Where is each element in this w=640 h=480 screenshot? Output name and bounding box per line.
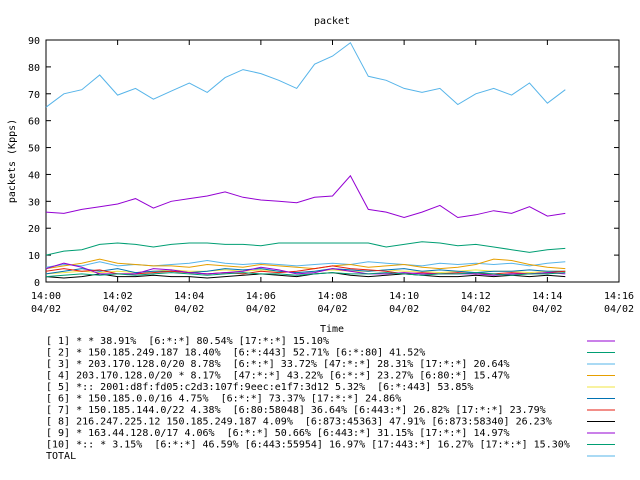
legend-entry: [ 1] * * 38.91% [6:*:*] 80.54% [17:*:*] … (46, 336, 329, 347)
legend-entry: [ 7] * 150.185.144.0/22 4.38% [6:80:5804… (46, 405, 546, 416)
x-tick-label-time: 14:10 (389, 291, 419, 302)
x-tick-label-time: 14:16 (604, 291, 634, 302)
series-line-8 (45, 272, 566, 279)
legend: [ 1] * * 38.91% [6:*:*] 80.54% [17:*:*] … (46, 336, 615, 462)
x-ticks: 14:00 04/02 14:02 04/02 14:04 04/02 14:06 04/02… (31, 40, 634, 315)
legend-entry: TOTAL (46, 451, 76, 462)
x-tick-label-date: 04/02 (31, 304, 61, 315)
series-line-10 (45, 272, 566, 278)
x-tick-label-time: 14:08 (317, 291, 347, 302)
y-tick-label: 90 (28, 36, 40, 47)
x-tick-label-date: 04/02 (317, 304, 347, 315)
y-tick-label: 60 (28, 117, 40, 128)
legend-entry: [ 4] 203.170.128.0/20 * 8.17% [47:*:*] 4… (46, 371, 510, 382)
legend-entry: [10] *:: * 3.15% [6:*:*] 46.59% [6:443:5… (46, 440, 570, 451)
y-tick-label: 80 (28, 63, 40, 74)
legend-entry: [ 3] * 203.170.128.0/20 8.78% [6:*:*] 33… (46, 359, 510, 370)
legend-entry: [ 2] * 150.185.249.187 18.40% [6:*:443] … (46, 348, 425, 359)
x-tick-label-date: 04/02 (174, 304, 204, 315)
legend-entry: [ 9] * 163.44.128.0/17 4.06% [6:*:*] 50.… (46, 428, 510, 439)
x-tick-label-date: 04/02 (461, 304, 491, 315)
series-line-2 (45, 241, 566, 256)
y-ticks: 0 10 20 30 40 50 60 70 80 90 (28, 36, 619, 289)
series-line-9 (45, 262, 566, 276)
y-axis-label: packets (Kpps) (7, 119, 18, 203)
series-line-4 (45, 258, 566, 270)
x-axis-label: Time (320, 324, 344, 335)
x-tick-label-date: 04/02 (389, 304, 419, 315)
x-tick-label-time: 14:14 (532, 291, 562, 302)
legend-entry: [ 5] *:: 2001:d8f:fd05:c2d3:107f:9eec:e1… (46, 382, 473, 393)
x-tick-label-date: 04/02 (103, 304, 133, 315)
y-tick-label: 40 (28, 170, 40, 181)
series-line-1 (45, 174, 566, 219)
x-tick-label-date: 04/02 (532, 304, 562, 315)
x-tick-label-time: 14:12 (461, 291, 491, 302)
y-tick-label: 10 (28, 251, 40, 262)
x-tick-label-date: 04/02 (246, 304, 276, 315)
legend-entry: [ 6] * 150.185.0.0/16 4.75% [6:*:*] 73.3… (46, 394, 401, 405)
x-tick-label-time: 14:02 (103, 291, 133, 302)
x-tick-label-time: 14:06 (246, 291, 276, 302)
chart-title: packet (314, 16, 350, 27)
y-tick-label: 30 (28, 197, 40, 208)
y-tick-label: 50 (28, 144, 40, 155)
y-tick-label: 20 (28, 224, 40, 235)
x-tick-label-date: 04/02 (604, 304, 634, 315)
x-tick-label-time: 14:00 (31, 291, 61, 302)
series-lines (45, 41, 566, 279)
y-tick-label: 70 (28, 90, 40, 101)
x-tick-label-time: 14:04 (174, 291, 204, 302)
series-line-11 (45, 41, 566, 108)
plot-frame (45, 39, 620, 283)
legend-entry: [ 8] 216.247.225.12 150.185.249.187 4.09… (46, 417, 552, 428)
y-tick-label: 0 (34, 278, 40, 289)
